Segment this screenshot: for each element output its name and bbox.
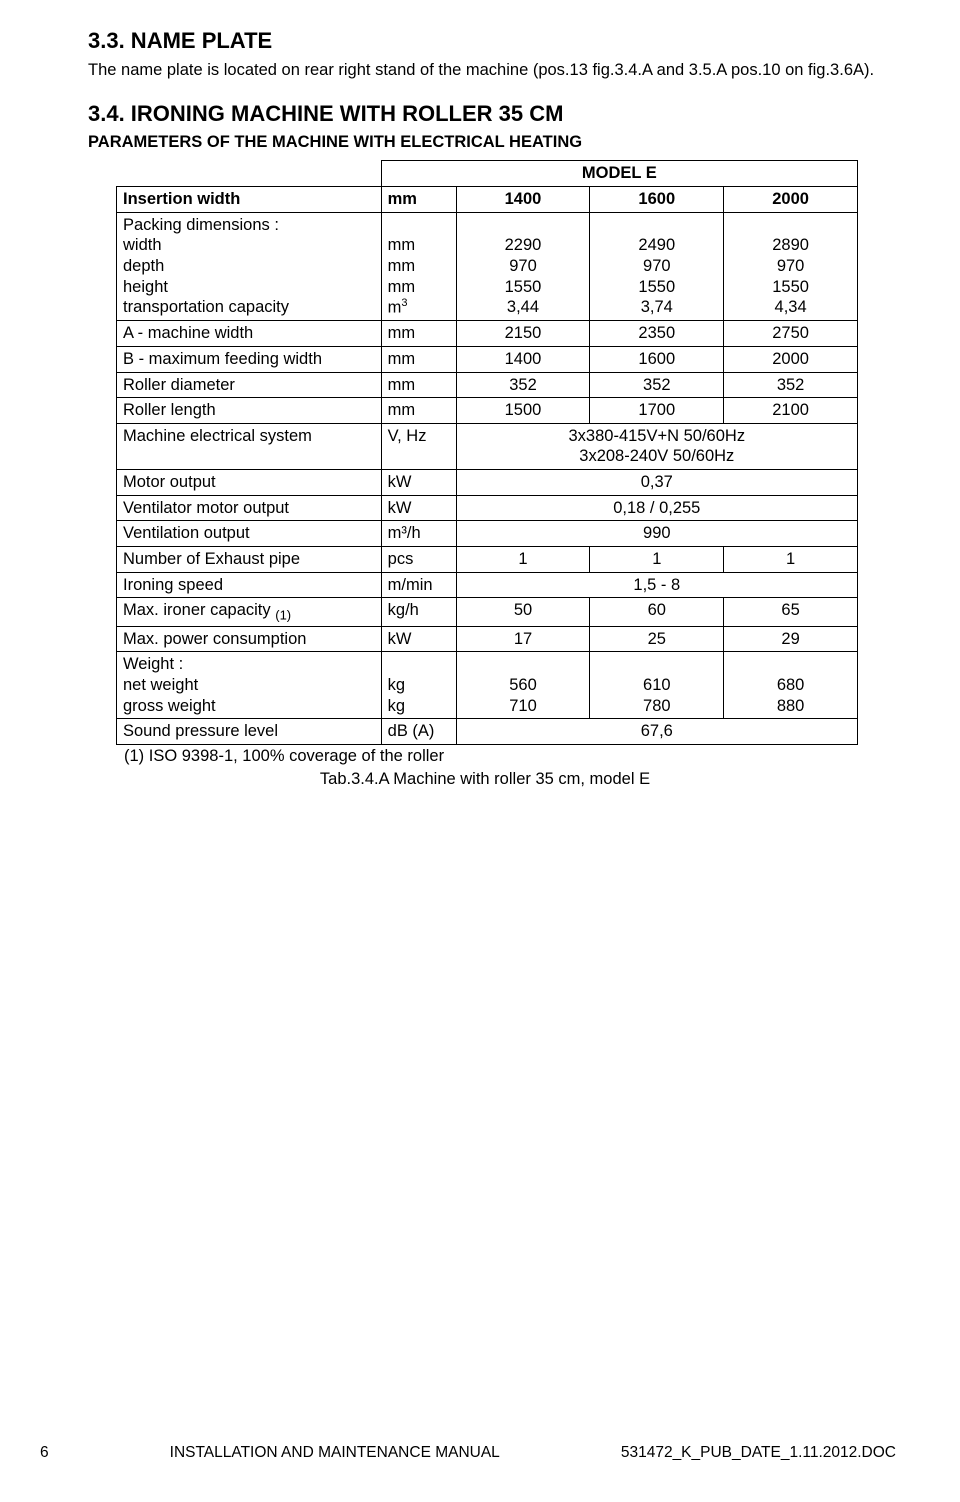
row-value: 29	[724, 626, 858, 652]
row-value: 352	[724, 372, 858, 398]
row-value: 610 780	[590, 652, 724, 719]
row-unit: m³/h	[381, 521, 456, 547]
section-3-4-heading: 3.4. IRONING MACHINE WITH ROLLER 35 CM	[88, 101, 900, 127]
row-value: 65	[724, 598, 858, 627]
table-row: Packing dimensions : width depth height …	[117, 212, 858, 321]
row-unit: kg kg	[381, 652, 456, 719]
table-row: Ironing speedm/min1,5 - 8	[117, 572, 858, 598]
table-row: A - machine widthmm215023502750	[117, 321, 858, 347]
row-label: Max. power consumption	[117, 626, 382, 652]
row-value: 2150	[456, 321, 590, 347]
row-value: 1	[456, 546, 590, 572]
row-unit: V, Hz	[381, 423, 456, 469]
table-row: Number of Exhaust pipepcs111	[117, 546, 858, 572]
row-value: 1700	[590, 398, 724, 424]
footer-doc-id: 531472_K_PUB_DATE_1.11.2012.DOC	[621, 1444, 896, 1462]
row-value: 2350	[590, 321, 724, 347]
row-label: Insertion width	[117, 187, 382, 213]
row-value: 25	[590, 626, 724, 652]
row-unit: mm mm mm m3	[381, 212, 456, 321]
model-label: MODEL E	[381, 161, 857, 187]
row-value: 1600	[590, 346, 724, 372]
row-value: 560 710	[456, 652, 590, 719]
row-value: 1500	[456, 398, 590, 424]
row-value-span: 67,6	[456, 719, 857, 745]
row-value: 2000	[724, 346, 858, 372]
table-row: Machine electrical systemV, Hz3x380-415V…	[117, 423, 858, 469]
table-row: Roller diametermm352352352	[117, 372, 858, 398]
table-caption: Tab.3.4.A Machine with roller 35 cm, mod…	[70, 770, 900, 789]
row-unit: kg/h	[381, 598, 456, 627]
row-value: 2000	[724, 187, 858, 213]
row-value: 352	[456, 372, 590, 398]
row-unit: mm	[381, 372, 456, 398]
table-row: Roller lengthmm150017002100	[117, 398, 858, 424]
row-unit: m/min	[381, 572, 456, 598]
row-unit: dB (A)	[381, 719, 456, 745]
row-value: 2890 970 1550 4,34	[724, 212, 858, 321]
row-label: A - machine width	[117, 321, 382, 347]
row-label: Ironing speed	[117, 572, 382, 598]
row-value: 352	[590, 372, 724, 398]
row-value: 2290 970 1550 3,44	[456, 212, 590, 321]
row-value: 1	[590, 546, 724, 572]
row-value: 1	[724, 546, 858, 572]
row-label: Weight : net weight gross weight	[117, 652, 382, 719]
row-label: Max. ironer capacity (1)	[117, 598, 382, 627]
row-label: Number of Exhaust pipe	[117, 546, 382, 572]
parameters-title: PARAMETERS OF THE MACHINE WITH ELECTRICA…	[88, 133, 900, 152]
row-unit: mm	[381, 187, 456, 213]
row-value: 17	[456, 626, 590, 652]
row-label: Roller diameter	[117, 372, 382, 398]
row-value: 1400	[456, 346, 590, 372]
footer-title: INSTALLATION AND MAINTENANCE MANUAL	[170, 1444, 500, 1462]
row-value-span: 990	[456, 521, 857, 547]
footer-page-number: 6	[40, 1444, 49, 1462]
row-value-span: 0,37	[456, 470, 857, 496]
row-label: Ventilator motor output	[117, 495, 382, 521]
row-label: B - maximum feeding width	[117, 346, 382, 372]
row-value: 50	[456, 598, 590, 627]
row-value: 680 880	[724, 652, 858, 719]
table-row: Sound pressure leveldB (A)67,6	[117, 719, 858, 745]
row-value: 2490 970 1550 3,74	[590, 212, 724, 321]
table-row: Max. power consumptionkW172529	[117, 626, 858, 652]
table-footnote: (1) ISO 9398-1, 100% coverage of the rol…	[124, 747, 900, 766]
row-unit: kW	[381, 495, 456, 521]
table-row: Insertion widthmm140016002000	[117, 187, 858, 213]
section-3-3-text: The name plate is located on rear right …	[88, 60, 900, 81]
row-label: Ventilation output	[117, 521, 382, 547]
page-footer: 6 INSTALLATION AND MAINTENANCE MANUAL 53…	[0, 1444, 960, 1462]
row-unit: mm	[381, 321, 456, 347]
section-3-3-heading: 3.3. NAME PLATE	[88, 28, 900, 54]
row-label: Roller length	[117, 398, 382, 424]
table-row: Weight : net weight gross weight kg kg 5…	[117, 652, 858, 719]
row-value-span: 3x380-415V+N 50/60Hz 3x208-240V 50/60Hz	[456, 423, 857, 469]
table-row: Motor outputkW0,37	[117, 470, 858, 496]
table-row: Ventilation outputm³/h990	[117, 521, 858, 547]
row-value: 1600	[590, 187, 724, 213]
row-value: 1400	[456, 187, 590, 213]
table-row: Ventilator motor outputkW0,18 / 0,255	[117, 495, 858, 521]
row-value-span: 1,5 - 8	[456, 572, 857, 598]
row-label: Packing dimensions : width depth height …	[117, 212, 382, 321]
row-value: 2750	[724, 321, 858, 347]
row-unit: mm	[381, 346, 456, 372]
row-value-span: 0,18 / 0,255	[456, 495, 857, 521]
row-value: 2100	[724, 398, 858, 424]
table-row: Max. ironer capacity (1)kg/h506065	[117, 598, 858, 627]
row-value: 60	[590, 598, 724, 627]
row-unit: mm	[381, 398, 456, 424]
row-label: Motor output	[117, 470, 382, 496]
row-unit: kW	[381, 626, 456, 652]
row-label: Machine electrical system	[117, 423, 382, 469]
row-unit: pcs	[381, 546, 456, 572]
table-row: B - maximum feeding widthmm140016002000	[117, 346, 858, 372]
row-label: Sound pressure level	[117, 719, 382, 745]
row-unit: kW	[381, 470, 456, 496]
spec-table: MODEL EInsertion widthmm140016002000Pack…	[116, 160, 858, 744]
